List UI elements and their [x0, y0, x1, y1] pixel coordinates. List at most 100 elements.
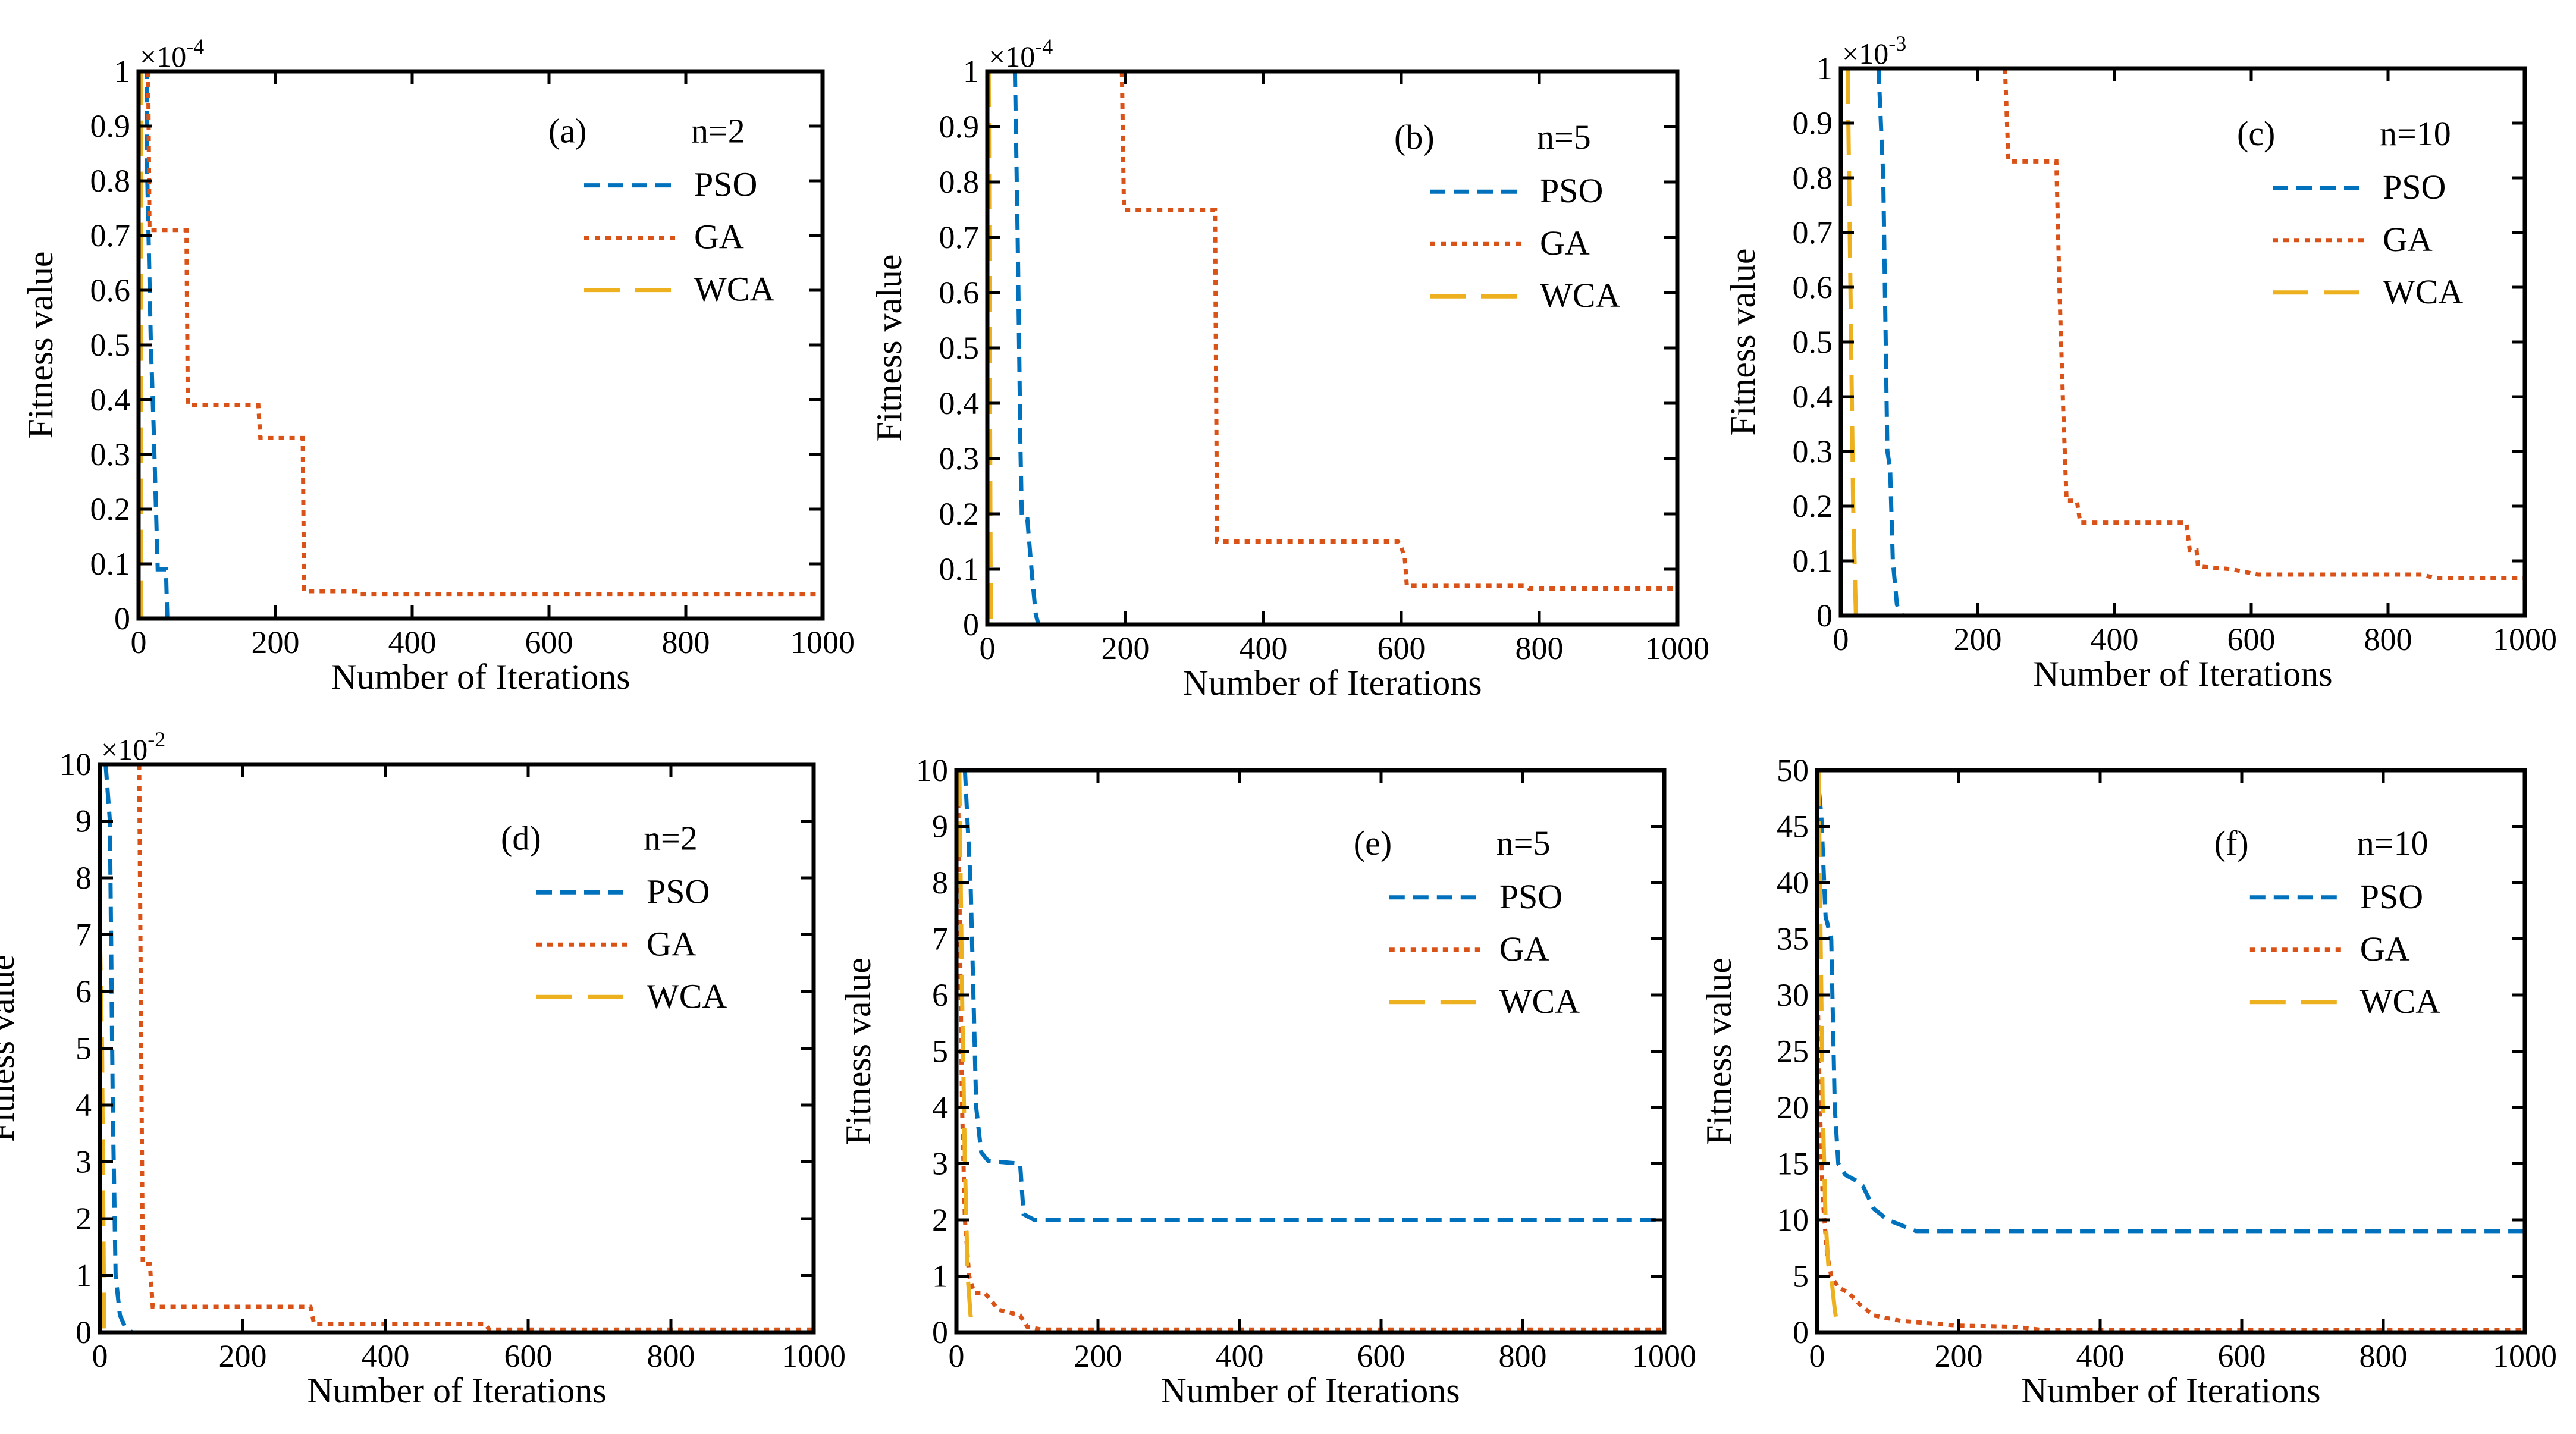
- series-line-ga: [146, 71, 823, 597]
- legend-label-pso: PSO: [1540, 171, 1603, 210]
- y-tick-label: 9: [76, 804, 92, 839]
- x-tick-label: 400: [1240, 630, 1288, 666]
- legend-label-ga: GA: [2383, 220, 2433, 259]
- y-tick-label: 0.5: [939, 330, 980, 366]
- x-axis-label: Number of Iterations: [331, 657, 630, 696]
- series-line-ga: [1817, 961, 2525, 1332]
- y-tick-label: 0: [963, 607, 979, 642]
- series-line-pso: [139, 69, 823, 621]
- x-tick-label: 1000: [1632, 1338, 1696, 1374]
- legend-label-pso: PSO: [2383, 168, 2446, 206]
- x-tick-label: 800: [662, 625, 710, 660]
- y-tick-label: 0.9: [90, 108, 131, 144]
- y-tick-label: 1: [114, 54, 130, 89]
- y-tick-label: 5: [1793, 1259, 1809, 1294]
- y-tick-label: 2: [932, 1202, 948, 1238]
- x-tick-label: 800: [647, 1338, 695, 1374]
- y-exponent-label: ×10-2: [101, 727, 165, 766]
- series-line-pso: [1012, 71, 1677, 627]
- chart-panel: 0 200 400 600 800 1000 0 5 10 15 20 25 30 35 40 45 50 Num…: [1699, 752, 2557, 1410]
- x-tick-label: 600: [525, 625, 573, 660]
- x-tick-label: 600: [1378, 630, 1426, 666]
- chart-panel: 0 200 400 600 800 1000 0 0.1 0.2 0.3 0.4 0.5 0.6 0.7 0…: [870, 34, 1709, 702]
- x-tick-label: 200: [1954, 622, 2002, 657]
- y-tick-label: 0.5: [1793, 324, 1833, 360]
- y-exponent-label: ×10-3: [1842, 32, 1906, 70]
- x-tick-label: 400: [2091, 622, 2139, 657]
- x-tick-label: 600: [2218, 1338, 2266, 1374]
- y-tick-label: 35: [1777, 921, 1809, 957]
- plot-frame: [136, 69, 825, 621]
- legend-label-wca: WCA: [2383, 272, 2463, 311]
- panel-label: (a): [548, 112, 586, 150]
- x-tick-label: 1000: [790, 625, 855, 660]
- legend-label-ga: GA: [647, 924, 696, 963]
- y-axis-label: Fitness value: [21, 252, 60, 439]
- x-tick-label: 0: [131, 625, 147, 660]
- y-tick-label: 10: [59, 746, 92, 782]
- x-tick-label: 400: [2076, 1338, 2125, 1374]
- legend-label-wca: WCA: [694, 270, 774, 309]
- y-tick-label: 0.1: [1793, 543, 1833, 579]
- chart-panel: 0 200 400 600 800 1000 0 0.1 0.2 0.3 0.4 0.5 0.6 0.7 0…: [1723, 32, 2557, 694]
- series-line-ga: [137, 764, 814, 1332]
- series-line-ga: [956, 770, 1664, 1332]
- y-tick-label: 20: [1777, 1090, 1809, 1125]
- y-tick-label: 10: [1777, 1202, 1809, 1238]
- x-tick-label: 200: [1102, 630, 1150, 666]
- y-tick-label: 0.9: [939, 109, 980, 145]
- y-tick-label: 0.3: [90, 437, 131, 472]
- x-tick-label: 600: [2227, 622, 2276, 657]
- y-tick-label: 0.5: [90, 327, 131, 363]
- x-tick-label: 200: [1074, 1338, 1122, 1374]
- x-tick-label: 0: [1833, 622, 1849, 657]
- y-tick-label: 40: [1777, 865, 1809, 900]
- panel-label: (d): [501, 818, 541, 857]
- y-tick-label: 0.1: [90, 546, 131, 582]
- x-tick-label: 1000: [1645, 630, 1709, 666]
- y-tick-label: 2: [76, 1201, 92, 1237]
- panel-label: (e): [1354, 824, 1392, 862]
- y-tick-label: 0.2: [90, 491, 131, 527]
- y-tick-label: 0: [76, 1314, 92, 1350]
- y-tick-label: 0.7: [90, 218, 131, 253]
- y-tick-label: 0.8: [1793, 160, 1833, 196]
- series-line-pso: [1817, 770, 2525, 1234]
- panel-label: (f): [2214, 824, 2249, 862]
- x-tick-label: 0: [1809, 1338, 1825, 1374]
- x-tick-label: 200: [252, 625, 300, 660]
- y-axis-label: Fitness value: [839, 958, 878, 1145]
- y-tick-label: 1: [932, 1259, 948, 1294]
- y-tick-label: 25: [1777, 1034, 1809, 1069]
- y-tick-label: 50: [1777, 752, 1809, 788]
- x-tick-label: 800: [2364, 622, 2412, 657]
- series-line-wca: [139, 69, 823, 621]
- y-tick-label: 0: [1816, 598, 1833, 633]
- x-tick-label: 200: [219, 1338, 267, 1374]
- n-label: n=5: [1537, 118, 1591, 156]
- y-tick-label: 3: [932, 1146, 948, 1182]
- y-tick-label: 0.4: [1793, 379, 1833, 415]
- y-tick-label: 0.8: [939, 164, 980, 200]
- x-tick-label: 800: [1499, 1338, 1547, 1374]
- n-label: n=10: [2357, 824, 2428, 862]
- series-line-pso: [1876, 68, 2525, 618]
- x-axis-label: Number of Iterations: [2033, 654, 2332, 694]
- y-axis-label: Fitness value: [1723, 249, 1762, 436]
- legend-label-pso: PSO: [2360, 877, 2423, 916]
- legend-label-wca: WCA: [647, 977, 727, 1015]
- y-tick-label: 10: [916, 752, 948, 788]
- n-label: n=5: [1496, 824, 1551, 862]
- y-tick-label: 30: [1777, 977, 1809, 1013]
- y-tick-label: 1: [963, 54, 979, 89]
- y-tick-label: 0.7: [1793, 215, 1833, 250]
- y-tick-label: 1: [1816, 51, 1833, 86]
- y-tick-label: 0.3: [939, 441, 980, 476]
- y-tick-label: 15: [1777, 1146, 1809, 1182]
- y-tick-label: 3: [76, 1144, 92, 1180]
- x-tick-label: 400: [388, 625, 437, 660]
- legend-label-pso: PSO: [1499, 877, 1562, 916]
- x-tick-label: 0: [92, 1338, 108, 1374]
- y-tick-label: 0.2: [939, 496, 980, 532]
- x-tick-label: 400: [1216, 1338, 1264, 1374]
